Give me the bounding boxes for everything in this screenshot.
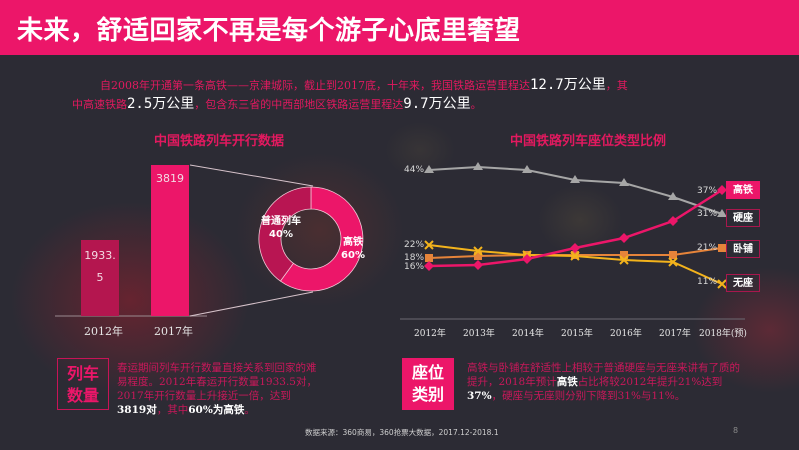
donut-slice-hsr (279, 186, 364, 292)
train-count-paragraph: 春运期间列车开行数量直接关系到回家的难易程度。2012年春运开行数量1933.5… (117, 361, 317, 417)
label-no-seat-end: 11% (697, 277, 718, 287)
seat-type-label-box: 座位 类别 (402, 358, 454, 410)
legend-tag-hard-seat: 硬座 (726, 209, 760, 227)
legend-tag-hsr: 高铁 (726, 181, 760, 199)
label-sleeper-start: 18% (404, 253, 425, 263)
intro-highlight-midwest-km: 9.7万公里 (403, 96, 471, 112)
series-hard-seat-markers (424, 162, 727, 217)
connector-line-top (189, 164, 314, 187)
label-hard-seat-end: 31% (697, 209, 718, 219)
page-number: 8 (733, 426, 739, 435)
box-left-line2: 数量 (66, 386, 99, 405)
bar-2012-value: 1933. 5 (81, 245, 119, 289)
x-tick-2014: 2014年 (512, 329, 544, 339)
label-hard-seat-start: 44% (404, 165, 425, 175)
intro-highlight-hsr-km: 2.5万公里 (127, 96, 195, 112)
intro-text: ，其 (605, 79, 628, 92)
intro-text: 中高速铁路 (72, 98, 127, 111)
label-sleeper-end: 21% (697, 243, 718, 253)
para-left-text: 春运期间列车开行数量直接关系到回家的难易程度。2012年春运开行数量1933.5… (117, 362, 317, 402)
x-tick-2012: 2012年 (414, 329, 446, 339)
label-hsr-start: 16% (404, 262, 425, 272)
x-label-2017: 2017年 (154, 325, 193, 338)
x-tick-2013: 2013年 (463, 329, 495, 339)
intro-paragraph: 自2008年开通第一条高铁——京津城际，截止到2017底，十年来，我国铁路运营里… (72, 76, 632, 114)
x-tick-2017: 2017年 (659, 329, 691, 339)
para-right-highlight-37pct: 37% (467, 390, 492, 402)
series-hsr-markers (424, 185, 727, 271)
train-count-label-box: 列车 数量 (57, 358, 109, 410)
donut-hsr-pct: 60% (341, 250, 365, 261)
donut-normal-pct: 40% (269, 229, 293, 240)
label-hsr-end: 37% (697, 186, 718, 196)
connector-line-bottom (189, 291, 314, 317)
para-right-text: ，硬座与无座则分别下降到31%与11%。 (491, 390, 686, 402)
para-left-highlight-60pct: 60%为高铁 (188, 404, 245, 416)
x-tick-2018: 2018年(预) (699, 329, 747, 339)
seat-type-paragraph: 高铁与卧铺在舒适性上相较于普通硬座与无座来讲有了质的提升，2018年预计高铁占比… (467, 361, 747, 403)
left-chart-title: 中国铁路列车开行数据 (154, 134, 285, 149)
box-left-line1: 列车 (66, 364, 99, 383)
box-right-line2: 类别 (411, 385, 444, 404)
title-banner: 未来，舒适回家不再是每个游子心底里奢望 (0, 0, 799, 55)
x-tick-2015: 2015年 (561, 329, 593, 339)
intro-highlight-total-km: 12.7万公里 (530, 77, 606, 93)
donut-slice-normal (258, 186, 312, 282)
x-tick-2016: 2016年 (610, 329, 642, 339)
label-no-seat-start: 22% (404, 240, 425, 250)
donut-label-hsr: 高铁 60% (338, 236, 368, 262)
para-left-highlight-3819: 3819对 (117, 404, 157, 416)
donut-hsr-name: 高铁 (343, 237, 363, 248)
box-right-line1: 座位 (411, 363, 444, 382)
donut-normal-name: 普通列车 (261, 216, 301, 227)
para-right-text: 占比将较2012年提升21%达到 (577, 376, 723, 388)
para-right-highlight-hsr: 高铁 (556, 376, 578, 388)
para-left-text: 。 (244, 404, 255, 416)
bar-2012 (81, 240, 119, 316)
para-left-text: ，其中 (156, 404, 189, 416)
donut-label-normal: 普通列车 40% (255, 215, 307, 241)
bar-2012-value-line1: 1933. (84, 249, 116, 262)
bar-2017 (151, 165, 189, 316)
intro-text: ，包含东三省的中西部地区铁路运营里程达 (194, 98, 404, 111)
bar-2012-value-line2: 5 (96, 271, 104, 284)
x-label-2012: 2012年 (84, 325, 123, 338)
series-hard-seat-line (428, 165, 723, 215)
legend-tag-no-seat: 无座 (726, 274, 760, 292)
right-chart-title: 中国铁路列车座位类型比例 (510, 134, 667, 149)
page-title: 未来，舒适回家不再是每个游子心底里奢望 (17, 16, 521, 46)
intro-text: 。 (470, 98, 482, 111)
para-right-text: 高铁与卧铺在舒适性上相较于普通硬座与无座来讲有了质的提升，2018年预计 (467, 362, 740, 388)
intro-text: 自2008年开通第一条高铁——京津城际，截止到2017底，十年来，我国铁路运营里… (100, 79, 530, 92)
data-source-footnote: 数据来源：360商易，360抢票大数据，2017.12-2018.1 (305, 428, 499, 437)
legend-tag-sleeper: 卧铺 (726, 240, 760, 258)
bar-2017-value: 3819 (156, 172, 184, 185)
series-no-seat-markers (424, 240, 727, 289)
donut-chart (258, 186, 364, 292)
